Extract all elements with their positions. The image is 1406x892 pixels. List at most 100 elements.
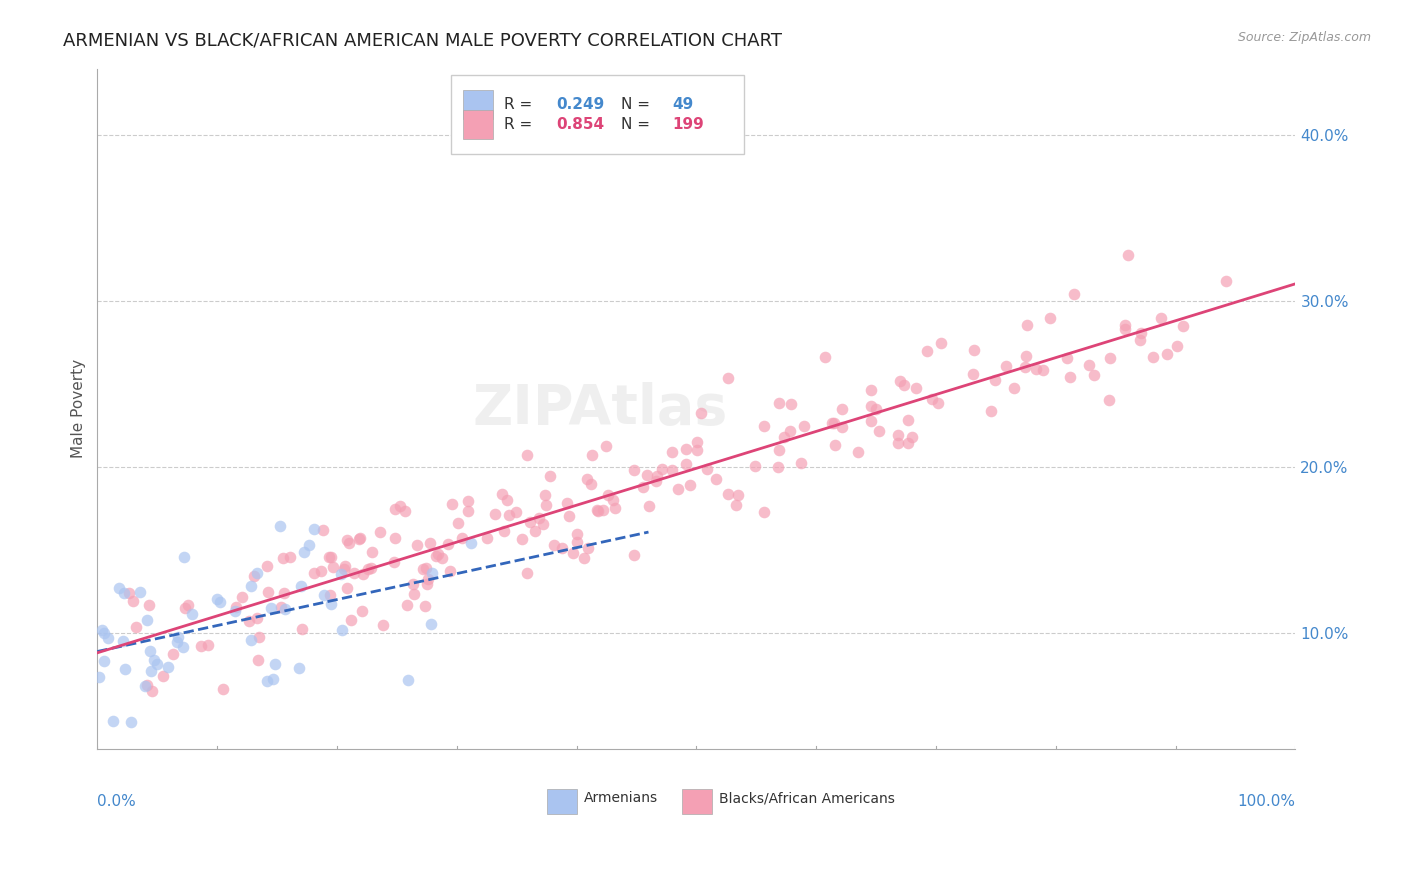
Point — [790, 457, 813, 471]
Point — [93, 626, 115, 640]
Point — [278, 549, 301, 564]
Point — [527, 511, 550, 525]
Text: 49: 49 — [672, 97, 693, 112]
Point — [350, 604, 373, 618]
Point — [402, 577, 425, 591]
Point — [505, 506, 527, 520]
Point — [457, 504, 479, 518]
Point — [224, 604, 246, 618]
Point — [823, 416, 845, 430]
Point — [637, 499, 659, 513]
Point — [860, 384, 883, 398]
Point — [290, 579, 312, 593]
Point — [274, 601, 297, 615]
Text: Armenians: Armenians — [583, 791, 658, 805]
Point — [138, 598, 160, 612]
Text: Blacks/African Americans: Blacks/African Americans — [720, 791, 896, 805]
Point — [533, 488, 555, 502]
Point — [312, 588, 335, 602]
Point — [724, 498, 747, 512]
Point — [384, 532, 406, 546]
Point — [332, 562, 354, 576]
Point — [121, 594, 143, 608]
Point — [156, 660, 179, 674]
Point — [984, 373, 1007, 387]
Point — [696, 462, 718, 476]
Point — [484, 507, 506, 521]
Point — [555, 496, 578, 510]
Point — [754, 419, 776, 434]
Point — [257, 585, 280, 599]
Point — [1025, 362, 1047, 376]
Point — [373, 618, 395, 632]
Point — [831, 401, 853, 416]
Point — [905, 381, 928, 395]
Point — [766, 460, 789, 475]
Point — [118, 586, 141, 600]
Point — [592, 502, 614, 516]
Point — [135, 613, 157, 627]
Point — [644, 474, 666, 488]
Point — [686, 434, 709, 449]
Point — [1114, 321, 1136, 335]
Point — [256, 674, 278, 689]
Point — [704, 472, 727, 486]
Point — [309, 564, 332, 578]
Point — [145, 657, 167, 671]
Point — [645, 468, 668, 483]
Point — [524, 524, 547, 538]
Point — [565, 526, 588, 541]
Point — [416, 577, 439, 591]
Point — [322, 560, 344, 574]
Point — [901, 430, 924, 444]
Point — [238, 615, 260, 629]
Point — [311, 523, 333, 537]
Point — [114, 662, 136, 676]
Point — [440, 497, 463, 511]
Point — [352, 566, 374, 581]
Point — [129, 585, 152, 599]
Point — [269, 519, 291, 533]
Point — [319, 588, 342, 602]
Point — [264, 657, 287, 672]
Point — [605, 500, 627, 515]
Point — [231, 591, 253, 605]
Bar — [682, 789, 711, 814]
Point — [205, 591, 228, 606]
Point — [125, 619, 148, 633]
Point — [1014, 349, 1036, 363]
Point — [496, 492, 519, 507]
Point — [302, 522, 325, 536]
Point — [929, 336, 952, 351]
Point — [915, 344, 938, 359]
Point — [343, 566, 366, 581]
Point — [717, 370, 740, 384]
Point — [675, 457, 697, 471]
Point — [865, 402, 887, 417]
Point — [419, 535, 441, 549]
Point — [1063, 286, 1085, 301]
Point — [135, 678, 157, 692]
Point — [208, 595, 231, 609]
Point — [868, 425, 890, 439]
Point — [744, 459, 766, 474]
Point — [173, 550, 195, 565]
Point — [1129, 326, 1152, 340]
Point — [534, 498, 557, 512]
Point — [773, 430, 796, 444]
Point — [824, 438, 846, 452]
Point — [330, 566, 353, 581]
Point — [180, 607, 202, 621]
Point — [460, 535, 482, 549]
Point — [779, 397, 801, 411]
Point — [1166, 339, 1188, 353]
Point — [1015, 318, 1038, 332]
Point — [623, 549, 645, 563]
Point — [498, 508, 520, 523]
Text: 100.0%: 100.0% — [1237, 794, 1295, 808]
Point — [927, 396, 949, 410]
Point — [437, 537, 460, 551]
Point — [595, 439, 617, 453]
Point — [859, 399, 882, 413]
Point — [415, 560, 437, 574]
